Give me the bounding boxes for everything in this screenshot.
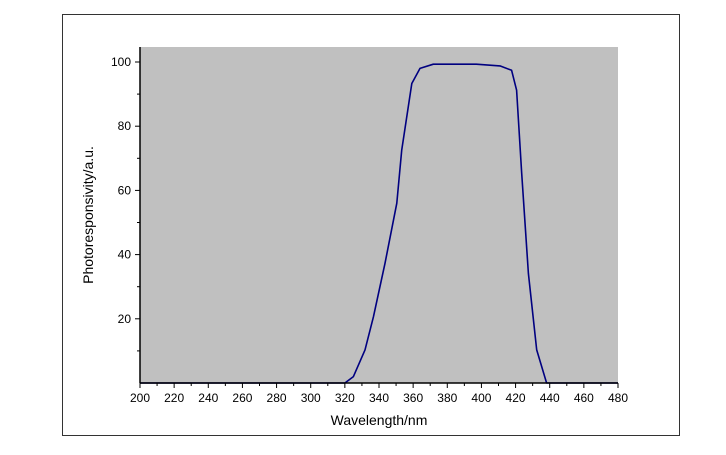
plot-area [140, 47, 618, 383]
y-tick-label: 80 [118, 119, 132, 133]
x-tick-label: 420 [506, 391, 526, 405]
x-tick-label: 300 [301, 391, 321, 405]
y-tick-label: 100 [111, 55, 131, 69]
x-tick-label: 240 [198, 391, 218, 405]
x-tick-label: 280 [267, 391, 287, 405]
x-tick-label: 340 [369, 391, 389, 405]
series-line [140, 63, 618, 384]
y-tick-label: 40 [118, 248, 132, 262]
x-tick-label: 460 [574, 391, 594, 405]
x-tick-label: 440 [540, 391, 560, 405]
y-axis-label: Photoresponsivity/a.u. [80, 146, 96, 284]
x-tick-label: 200 [130, 391, 150, 405]
x-axis-label: Wavelength/nm [331, 412, 428, 428]
x-tick-label: 220 [164, 391, 184, 405]
x-tick-label: 480 [608, 391, 628, 405]
x-tick-label: 360 [403, 391, 423, 405]
series-layer [140, 63, 618, 384]
x-tick-label: 320 [335, 391, 355, 405]
x-tick-label: 260 [232, 391, 252, 405]
y-tick-label: 60 [118, 183, 132, 197]
y-tick-label: 20 [118, 312, 132, 326]
x-tick-label: 400 [471, 391, 491, 405]
axes-layer: 200 220 240 260 280 300 320 340 360 380 400 420 440 4… [111, 47, 628, 405]
x-tick-label: 380 [437, 391, 457, 405]
